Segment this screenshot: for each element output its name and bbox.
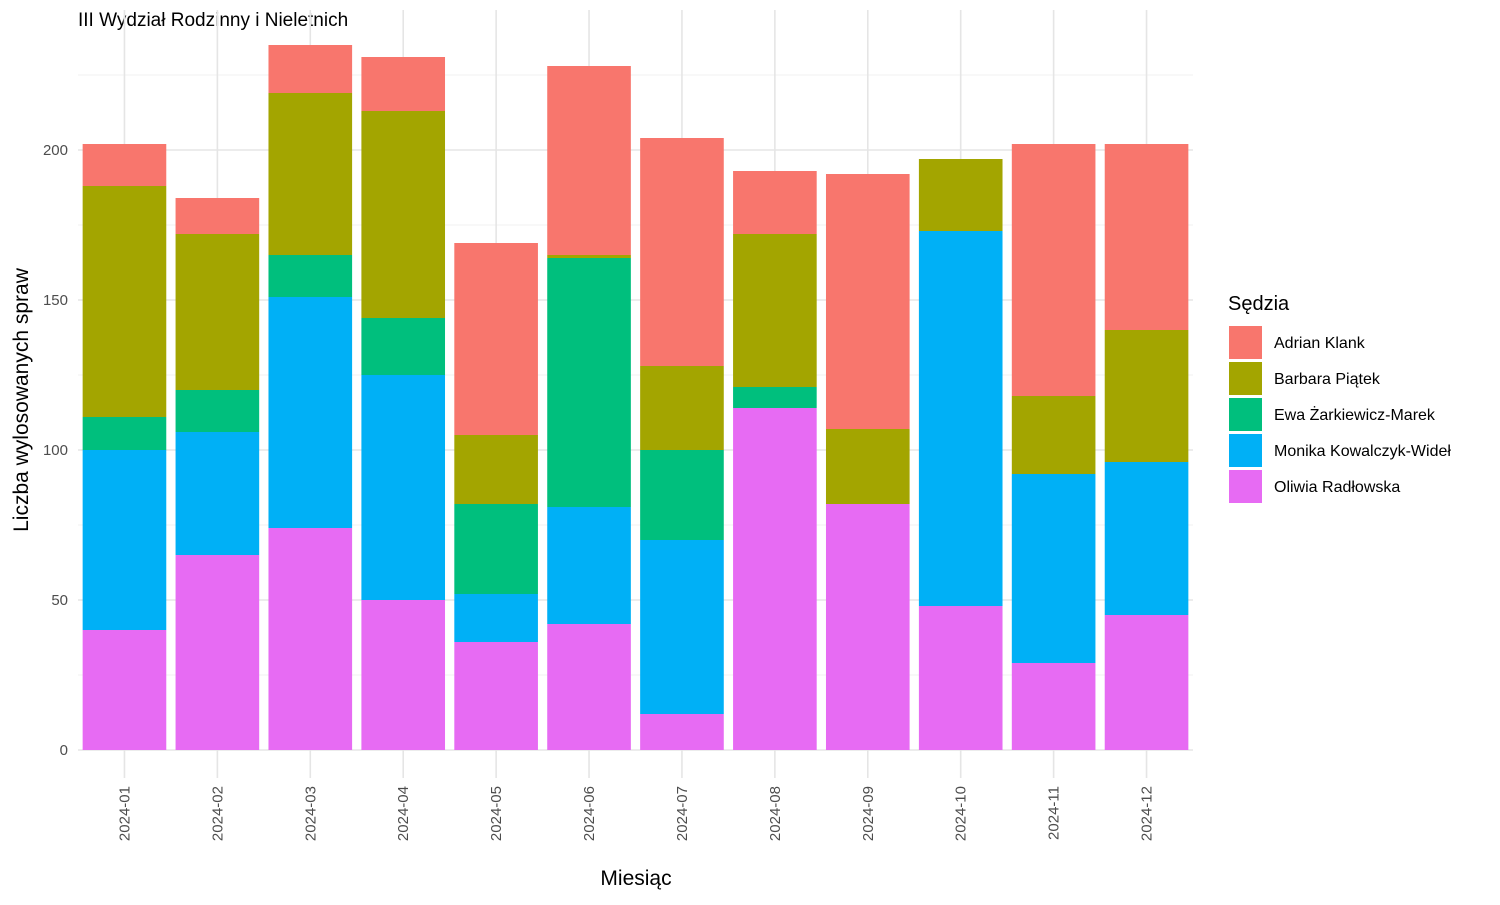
chart-title: III Wydział Rodzinny i Nieletnich [78,10,348,31]
bar-2024-04-oliwia-radlowska [361,600,446,750]
bar-2024-07-monika-kowalczyk-widel [640,540,724,714]
bar-2024-04-ewa-zarkiewicz-marek [361,318,446,375]
legend-item-ewa-zarkiewicz-marek: Ewa Żarkiewicz-Marek [1229,398,1436,431]
bar-2024-11-oliwia-radlowska [1011,663,1096,750]
x-tick-label-2024-08: 2024-08 [767,786,784,841]
legend-item-adrian-klank: Adrian Klank [1229,326,1366,359]
legend-swatch [1229,470,1262,503]
bar-2024-11-monika-kowalczyk-widel [1011,474,1096,663]
bar-2024-02-ewa-zarkiewicz-marek [175,390,260,432]
bar-2024-08-barbara-piatek [733,234,817,387]
bars-layer [82,45,1189,750]
x-tick-label-2024-04: 2024-04 [395,786,412,841]
legend-item-oliwia-radlowska: Oliwia Radłowska [1229,470,1400,503]
x-axis: 2024-01 2024-02 2024-03 2024-04 2024-05 2024-… [116,786,1155,841]
bar-2024-05-adrian-klank [454,243,538,435]
legend-item-monika-kowalczyk-widel: Monika Kowalczyk-Wideł [1229,434,1451,467]
x-tick-label-2024-01: 2024-01 [116,786,133,841]
bar-2024-10-oliwia-radlowska [918,606,1003,750]
bar-2024-06-oliwia-radlowska [547,624,631,750]
bar-2024-02-adrian-klank [175,198,260,234]
x-tick-label-2024-12: 2024-12 [1139,786,1156,841]
bar-2024-03-ewa-zarkiewicz-marek [268,255,353,297]
bar-2024-05-oliwia-radlowska [454,642,538,750]
bar-2024-02-oliwia-radlowska [175,555,260,750]
x-tick-label-2024-02: 2024-02 [209,786,226,841]
bar-2024-03-adrian-klank [268,45,353,93]
bar-2024-08-oliwia-radlowska [733,408,817,750]
bar-2024-10-barbara-piatek [918,159,1003,231]
bar-2024-11-barbara-piatek [1011,396,1096,474]
legend-label: Monika Kowalczyk-Wideł [1274,443,1451,460]
bar-2024-07-barbara-piatek [640,366,724,450]
bar-2024-01-ewa-zarkiewicz-marek [82,417,167,450]
y-tick-label: 200 [43,142,68,159]
legend-swatch [1229,398,1262,431]
x-tick-label-2024-09: 2024-09 [860,786,877,841]
bar-2024-12-oliwia-radlowska [1104,615,1189,750]
bar-2024-02-barbara-piatek [175,234,260,390]
y-axis-title: Liczba wylosowanych spraw [10,267,33,532]
bar-2024-08-ewa-zarkiewicz-marek [733,387,817,408]
bar-2024-12-adrian-klank [1104,144,1189,330]
x-tick-label-2024-07: 2024-07 [674,786,691,841]
y-tick-label: 0 [60,742,68,759]
bar-2024-09-oliwia-radlowska [825,504,910,750]
y-tick-label: 100 [43,442,68,459]
bar-2024-03-monika-kowalczyk-widel [268,297,353,528]
bar-2024-01-monika-kowalczyk-widel [82,450,167,630]
legend-swatch [1229,434,1262,467]
legend-swatch [1229,326,1262,359]
legend: Sędzia Adrian Klank Barbara Piątek Ewa Żar… [1228,293,1451,503]
x-axis-title: Miesiąc [600,867,671,890]
x-tick-label-2024-05: 2024-05 [488,786,505,841]
bar-2024-06-barbara-piatek [547,255,631,258]
bar-2024-06-ewa-zarkiewicz-marek [547,258,631,507]
x-tick-label-2024-03: 2024-03 [302,786,319,841]
bar-2024-09-adrian-klank [825,174,910,429]
bar-2024-06-monika-kowalczyk-widel [547,507,631,624]
bar-2024-07-oliwia-radlowska [640,714,724,750]
bar-2024-05-barbara-piatek [454,435,538,504]
bar-2024-06-adrian-klank [547,66,631,255]
bar-2024-11-adrian-klank [1011,144,1096,396]
bar-2024-08-adrian-klank [733,171,817,234]
legend-item-barbara-piatek: Barbara Piątek [1229,362,1381,395]
bar-2024-10-monika-kowalczyk-widel [918,231,1003,606]
legend-label: Adrian Klank [1274,335,1366,352]
bar-2024-02-monika-kowalczyk-widel [175,432,260,555]
bar-2024-01-oliwia-radlowska [82,630,167,750]
legend-label: Barbara Piątek [1274,371,1381,388]
bar-2024-09-barbara-piatek [825,429,910,504]
bar-2024-07-adrian-klank [640,138,724,366]
legend-label: Oliwia Radłowska [1274,479,1400,496]
bar-2024-03-barbara-piatek [268,93,353,255]
bar-2024-01-barbara-piatek [82,186,167,417]
bar-2024-04-monika-kowalczyk-widel [361,375,446,600]
bar-2024-04-barbara-piatek [361,111,446,318]
bar-2024-05-ewa-zarkiewicz-marek [454,504,538,594]
x-tick-label-2024-11: 2024-11 [1046,786,1063,840]
x-tick-label-2024-06: 2024-06 [581,786,598,841]
bar-2024-01-adrian-klank [82,144,167,186]
bar-2024-03-oliwia-radlowska [268,528,353,750]
bar-2024-04-adrian-klank [361,57,446,111]
y-tick-label: 150 [43,292,68,309]
bar-2024-12-barbara-piatek [1104,330,1189,462]
legend-swatch [1229,362,1262,395]
legend-title: Sędzia [1228,293,1290,315]
bar-2024-05-monika-kowalczyk-widel [454,594,538,642]
legend-label: Ewa Żarkiewicz-Marek [1274,405,1436,424]
x-tick-label-2024-10: 2024-10 [953,786,970,841]
y-tick-label: 50 [51,592,68,609]
y-axis: 0 50 100 150 200 [43,142,68,759]
bar-2024-12-monika-kowalczyk-widel [1104,462,1189,615]
bar-2024-07-ewa-zarkiewicz-marek [640,450,724,540]
